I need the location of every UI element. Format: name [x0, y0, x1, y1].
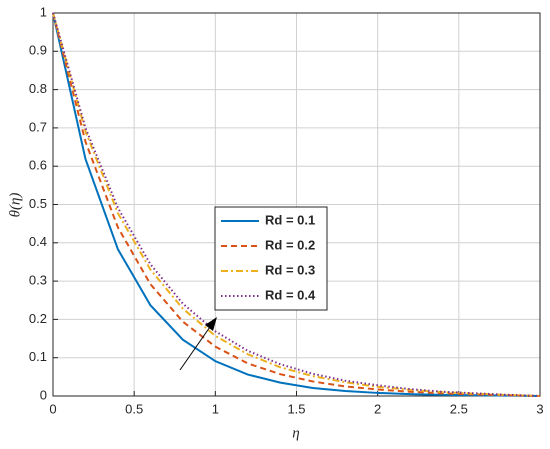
data-line — [52, 12, 541, 397]
y-tick-label: 0.8 — [29, 81, 47, 96]
x-tick-label: 0.5 — [125, 401, 143, 416]
y-tick-label: 0.3 — [29, 273, 47, 288]
y-tick-label: 0.4 — [29, 234, 47, 249]
y-axis-label: θ(η) — [7, 193, 23, 218]
arrow-shaft — [179, 323, 213, 371]
x-tick-label: 3 — [536, 401, 543, 416]
legend-label: Rd = 0.3 — [265, 262, 315, 277]
x-tick-label: 1 — [212, 401, 219, 416]
legend-label: Rd = 0.1 — [265, 212, 315, 227]
plot-frame — [52, 12, 541, 397]
x-axis-label: η — [292, 425, 299, 441]
y-tick-label: 0 — [40, 387, 47, 402]
x-tick-label: 2 — [374, 401, 381, 416]
x-tick-label: 2.5 — [450, 401, 468, 416]
y-tick-label: 0.2 — [29, 311, 47, 326]
x-tick-label: 1.5 — [287, 401, 305, 416]
y-tick-label: 1 — [40, 4, 47, 19]
legend-box — [214, 206, 328, 311]
y-tick-label: 0.9 — [29, 43, 47, 58]
y-tick-label: 0.1 — [29, 349, 47, 364]
arrow-head — [205, 317, 217, 331]
legend-label: Rd = 0.2 — [265, 237, 315, 252]
y-tick-label: 0.6 — [29, 158, 47, 173]
x-tick-label: 0 — [49, 401, 56, 416]
data-line — [52, 12, 541, 397]
y-tick-label: 0.7 — [29, 119, 47, 134]
legend-label: Rd = 0.4 — [265, 287, 316, 302]
y-tick-label: 0.5 — [29, 196, 47, 211]
data-line — [52, 12, 541, 397]
